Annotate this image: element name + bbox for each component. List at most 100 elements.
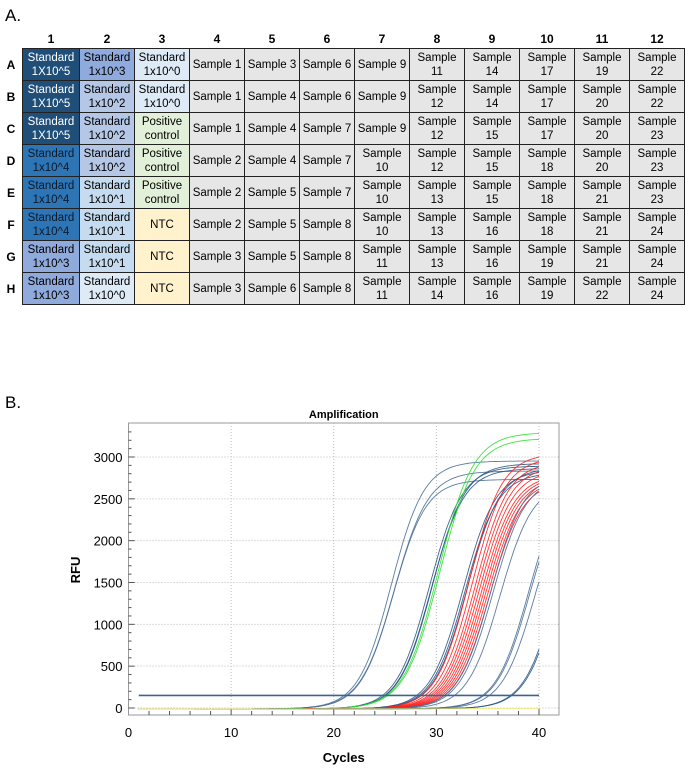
well-D1: Standard 1x10^4 — [22, 144, 80, 177]
plate-row: C Standard 1X10^5 Standard 1x10^2 Positive … — [0, 112, 685, 145]
well-E10: Sample 18 — [519, 176, 575, 209]
well-D12: Sample 23 — [629, 144, 685, 177]
well-A5: Sample 3 — [244, 48, 300, 81]
well-F3: NTC — [134, 208, 190, 241]
well-C1: Standard 1X10^5 — [22, 112, 80, 145]
column-header: 7 — [378, 32, 386, 46]
well-B3: Standard 1x10^0 — [134, 80, 190, 113]
well-G9: Sample 16 — [464, 240, 520, 273]
plate-row: H Standard 1x10^3 Standard 1x10^0 NTC Sample… — [0, 272, 685, 305]
well-H3: NTC — [134, 272, 190, 305]
well-C6: Sample 7 — [299, 112, 355, 145]
well-G10: Sample 19 — [519, 240, 575, 273]
plate-row: G Standard 1x10^3 Standard 1x10^1 NTC Sample… — [0, 240, 685, 273]
well-A3: Standard 1x10^0 — [134, 48, 190, 81]
column-header: 5 — [268, 32, 276, 46]
y-tick-label: 3000 — [94, 450, 123, 465]
well-D2: Standard 1x10^2 — [79, 144, 135, 177]
well-E5: Sample 5 — [244, 176, 300, 209]
x-tick-label: 40 — [532, 725, 546, 740]
well-G4: Sample 3 — [189, 240, 245, 273]
well-C9: Sample 15 — [464, 112, 520, 145]
well-B12: Sample 22 — [629, 80, 685, 113]
y-tick-label: 2000 — [94, 534, 123, 549]
well-A6: Sample 6 — [299, 48, 355, 81]
well-H12: Sample 24 — [629, 272, 685, 305]
well-E9: Sample 15 — [464, 176, 520, 209]
chart-title: Amplification — [309, 409, 379, 421]
well-B8: Sample 12 — [409, 80, 465, 113]
row-header: A — [6, 57, 16, 72]
y-tick-label: 500 — [101, 659, 123, 674]
well-C8: Sample 12 — [409, 112, 465, 145]
corner-header — [0, 30, 23, 49]
x-tick-label: 10 — [224, 725, 238, 740]
well-E11: Sample 21 — [574, 176, 630, 209]
well-H5: Sample 6 — [244, 272, 300, 305]
well-B1: Standard 1X10^5 — [22, 80, 80, 113]
well-C10: Sample 17 — [519, 112, 575, 145]
well-A2: Standard 1x10^3 — [79, 48, 135, 81]
panel-a-label: A. — [5, 6, 22, 25]
well-D9: Sample 15 — [464, 144, 520, 177]
column-header: 3 — [158, 32, 166, 46]
well-E3: Positive control — [134, 176, 190, 209]
well-F6: Sample 8 — [299, 208, 355, 241]
well-E7: Sample 10 — [354, 176, 410, 209]
well-G3: NTC — [134, 240, 190, 273]
well-F8: Sample 13 — [409, 208, 465, 241]
well-F5: Sample 5 — [244, 208, 300, 241]
plot-area — [128, 422, 560, 716]
well-G1: Standard 1x10^3 — [22, 240, 80, 273]
row-header: C — [6, 121, 16, 136]
well-E1: Standard 1x10^4 — [22, 176, 80, 209]
x-tick-label: 20 — [327, 725, 341, 740]
well-B4: Sample 1 — [189, 80, 245, 113]
well-B9: Sample 14 — [464, 80, 520, 113]
well-H9: Sample 16 — [464, 272, 520, 305]
well-F9: Sample 16 — [464, 208, 520, 241]
x-tick-label: 30 — [429, 725, 443, 740]
row-header: G — [6, 249, 16, 264]
column-header: 8 — [433, 32, 441, 46]
well-C3: Positive control — [134, 112, 190, 145]
row-header: H — [6, 281, 16, 296]
well-G11: Sample 21 — [574, 240, 630, 273]
well-C4: Sample 1 — [189, 112, 245, 145]
well-C5: Sample 4 — [244, 112, 300, 145]
panel-b-label: B. — [5, 393, 22, 412]
well-D8: Sample 12 — [409, 144, 465, 177]
column-header: 11 — [595, 32, 609, 46]
column-header: 12 — [650, 32, 664, 46]
well-F11: Sample 21 — [574, 208, 630, 241]
column-header: 9 — [488, 32, 496, 46]
y-tick-label: 0 — [115, 701, 122, 716]
well-H8: Sample 14 — [409, 272, 465, 305]
row-header: B — [6, 89, 16, 104]
well-B6: Sample 6 — [299, 80, 355, 113]
well-H1: Standard 1x10^3 — [22, 272, 80, 305]
well-C11: Sample 20 — [574, 112, 630, 145]
well-C12: Sample 23 — [629, 112, 685, 145]
well-G2: Standard 1x10^1 — [79, 240, 135, 273]
y-tick-label: 1500 — [94, 576, 123, 591]
well-H6: Sample 8 — [299, 272, 355, 305]
well-E4: Sample 2 — [189, 176, 245, 209]
well-A4: Sample 1 — [189, 48, 245, 81]
x-tick-label: 0 — [125, 725, 132, 740]
column-header: 2 — [103, 32, 111, 46]
x-axis-label: Cycles — [323, 750, 365, 765]
plate-row: D Standard 1x10^4 Standard 1x10^2 Positive … — [0, 144, 685, 177]
well-A10: Sample 17 — [519, 48, 575, 81]
well-F2: Standard 1x10^1 — [79, 208, 135, 241]
well-G6: Sample 8 — [299, 240, 355, 273]
well-A11: Sample 19 — [574, 48, 630, 81]
well-D10: Sample 18 — [519, 144, 575, 177]
well-D4: Sample 2 — [189, 144, 245, 177]
well-B5: Sample 4 — [244, 80, 300, 113]
plate-layout-table: 1 2 3 4 5 6 7 8 9 10 11 12 A Standard 1X10^5 Standard … — [0, 30, 685, 305]
well-E6: Sample 7 — [299, 176, 355, 209]
row-header: F — [7, 217, 15, 232]
well-D6: Sample 7 — [299, 144, 355, 177]
well-D3: Positive control — [134, 144, 190, 177]
